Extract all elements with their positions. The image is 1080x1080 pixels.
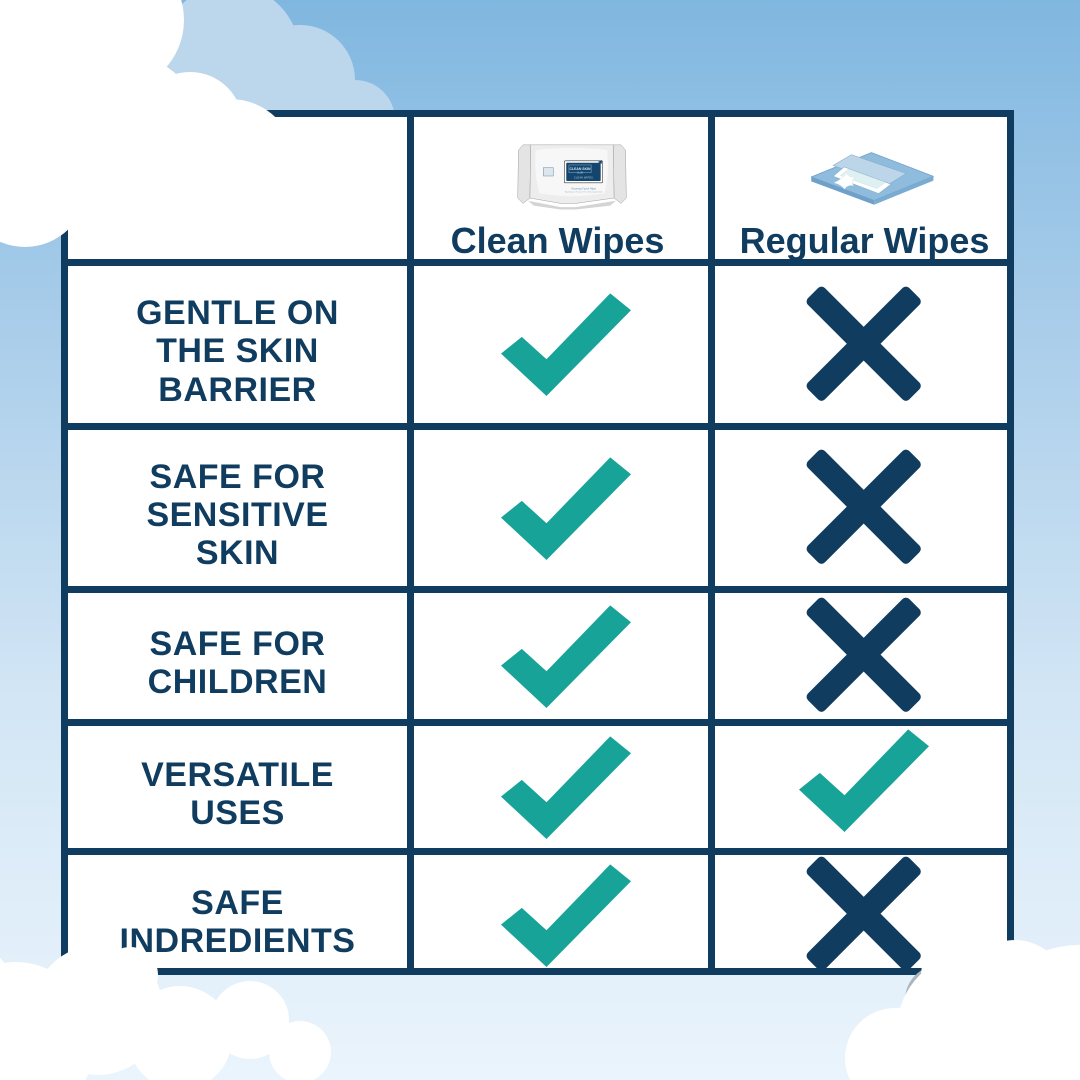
svg-text:CLUB: CLUB bbox=[577, 173, 584, 175]
svg-text:Cleansing Facial Wipes: Cleansing Facial Wipes bbox=[571, 187, 596, 190]
svg-text:CLEAN SKIN: CLEAN SKIN bbox=[570, 167, 592, 171]
svg-text:CLEAN WIPES: CLEAN WIPES bbox=[574, 177, 593, 180]
